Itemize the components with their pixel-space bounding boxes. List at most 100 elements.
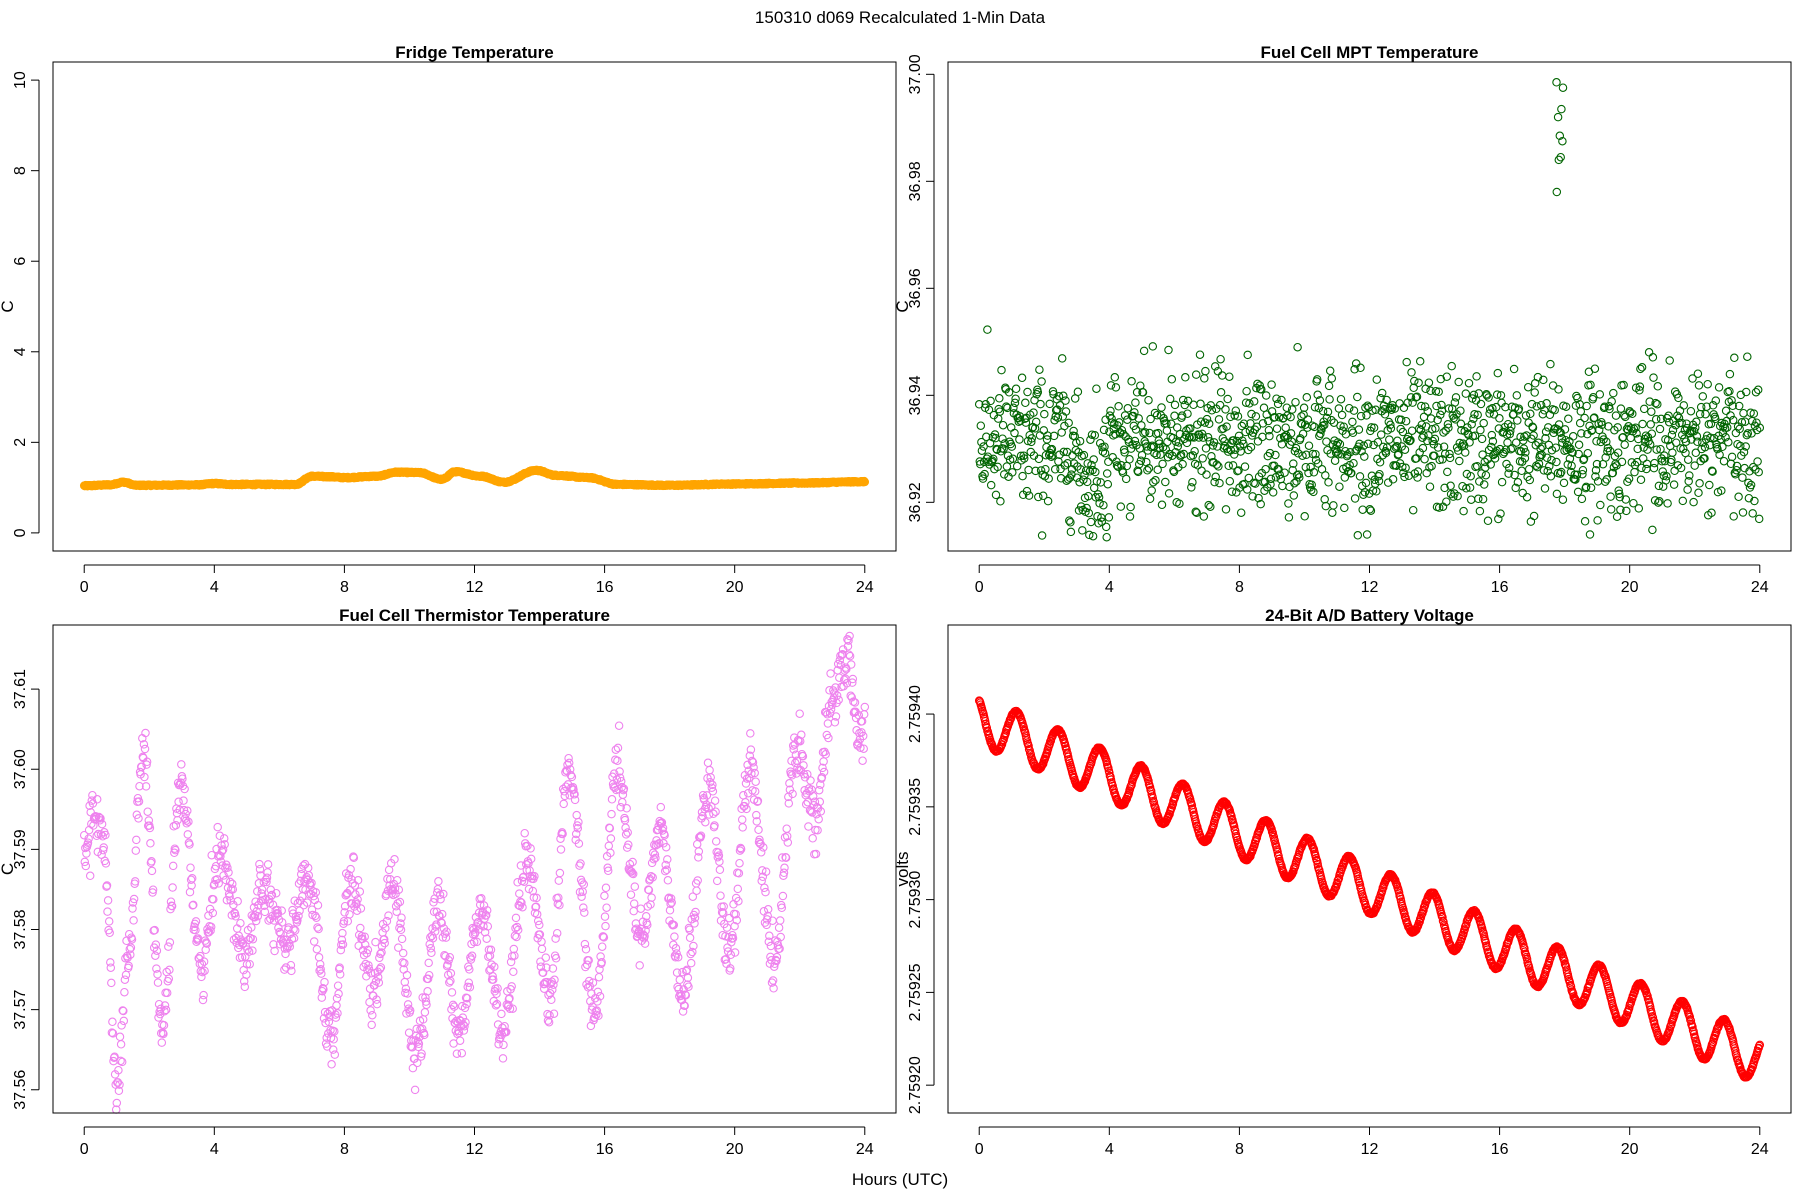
data-point <box>1000 439 1009 448</box>
data-point <box>1244 445 1253 455</box>
data-point <box>1266 474 1276 484</box>
data-point <box>1369 423 1379 433</box>
plot-frame <box>52 624 897 1114</box>
data-point <box>1075 436 1085 446</box>
data-point <box>1754 514 1764 524</box>
data-point <box>1325 395 1334 404</box>
data-point <box>1564 414 1573 424</box>
data-point <box>108 1017 117 1027</box>
data-point <box>1325 366 1335 376</box>
data-point <box>1002 462 1012 471</box>
data-point <box>1029 408 1038 417</box>
data-point <box>1030 395 1039 405</box>
data-point <box>186 863 195 872</box>
data-point <box>1110 373 1120 382</box>
data-point <box>1683 455 1693 464</box>
data-point <box>738 823 747 832</box>
data-point <box>1224 461 1233 471</box>
data-point <box>782 824 791 833</box>
data-point <box>1092 384 1101 393</box>
data-point <box>328 1045 338 1054</box>
data-point <box>605 823 615 833</box>
data-point <box>711 837 721 846</box>
data-point <box>984 405 994 415</box>
x-tick-label: 24 <box>856 579 874 596</box>
data-point <box>1023 387 1032 397</box>
y-axis-label: C <box>0 300 17 312</box>
data-point <box>1188 477 1197 487</box>
data-point <box>982 432 991 442</box>
x-tick-label: 12 <box>466 579 484 596</box>
data-point <box>1024 465 1033 475</box>
data-point <box>978 474 988 483</box>
data-point <box>1038 491 1048 501</box>
data-point <box>187 881 196 890</box>
data-point <box>1277 395 1286 405</box>
data-point <box>1574 440 1584 450</box>
data-point <box>1042 435 1052 444</box>
data-point <box>1223 394 1232 404</box>
data-point <box>1216 354 1225 364</box>
data-point <box>1102 469 1112 478</box>
data-point <box>1288 465 1297 475</box>
data-point <box>1107 414 1116 423</box>
data-point <box>1003 403 1012 413</box>
data-point <box>1596 500 1605 510</box>
data-point <box>1050 465 1060 474</box>
data-point <box>1280 468 1289 477</box>
data-point <box>1612 512 1622 521</box>
data-point <box>1264 425 1274 435</box>
data-point <box>1064 418 1073 428</box>
data-point <box>1189 400 1198 410</box>
data-point <box>1065 516 1074 525</box>
data-point <box>1088 465 1097 475</box>
data-point <box>580 939 590 949</box>
data-point <box>1036 466 1046 475</box>
data-point <box>741 779 751 788</box>
data-point <box>1299 403 1309 413</box>
data-point <box>554 876 564 885</box>
data-point <box>593 987 603 997</box>
data-point <box>1334 449 1343 459</box>
data-point <box>455 1036 465 1045</box>
data-point <box>1299 410 1308 419</box>
data-point <box>686 958 696 968</box>
data-point <box>1291 443 1301 453</box>
data-point <box>629 899 639 908</box>
data-point <box>1147 486 1156 495</box>
data-point <box>103 907 112 916</box>
data-point <box>1377 388 1387 398</box>
data-point <box>1100 448 1110 458</box>
data-point <box>1198 433 1208 442</box>
data-point <box>986 396 995 406</box>
data-point <box>1328 508 1337 517</box>
data-point <box>1155 443 1165 453</box>
data-point <box>1694 488 1703 498</box>
data-point <box>1425 482 1435 491</box>
data-point <box>1227 487 1237 496</box>
data-point <box>656 802 666 812</box>
data-point <box>756 848 766 857</box>
x-axis: 0 4 8 12 16 20 24 <box>975 564 1769 596</box>
data-point <box>537 944 547 954</box>
data-point <box>1197 466 1206 476</box>
data-point <box>1558 83 1568 92</box>
data-point <box>1347 468 1356 478</box>
data-point <box>1158 459 1167 469</box>
data-point <box>1055 401 1065 410</box>
data-point <box>515 889 524 898</box>
data-point <box>1362 530 1372 539</box>
data-point <box>626 890 636 899</box>
data-point <box>1650 458 1659 468</box>
data-point <box>1261 391 1271 400</box>
data-point <box>1451 393 1461 402</box>
data-point <box>1229 436 1238 445</box>
data-point <box>1258 432 1267 442</box>
data-point <box>1552 457 1561 467</box>
data-point <box>1267 380 1276 389</box>
data-point <box>1212 460 1222 469</box>
data-point <box>1066 518 1075 527</box>
data-point <box>1729 512 1738 521</box>
data-point <box>1721 406 1731 416</box>
data-point <box>1725 369 1735 379</box>
